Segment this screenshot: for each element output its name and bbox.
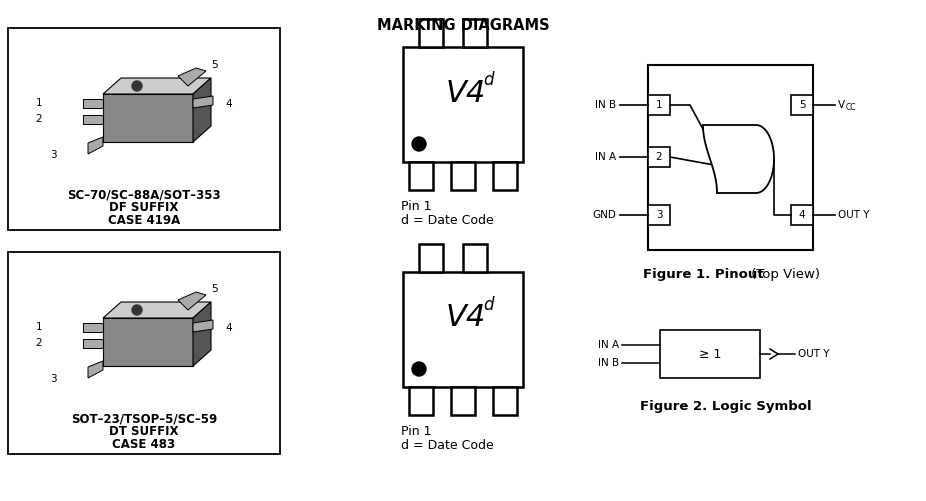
- Text: 5: 5: [799, 100, 806, 110]
- FancyBboxPatch shape: [419, 19, 443, 47]
- FancyBboxPatch shape: [451, 387, 475, 415]
- Text: V: V: [838, 100, 845, 110]
- Text: 2: 2: [35, 338, 42, 348]
- Text: d: d: [482, 71, 494, 89]
- Polygon shape: [193, 320, 213, 332]
- Polygon shape: [103, 94, 193, 142]
- Text: V4: V4: [446, 304, 486, 333]
- Text: 4: 4: [799, 210, 806, 220]
- Polygon shape: [83, 99, 103, 108]
- Text: ≥ 1: ≥ 1: [699, 348, 721, 361]
- FancyBboxPatch shape: [409, 162, 433, 190]
- Text: IN B: IN B: [594, 100, 616, 110]
- Polygon shape: [103, 302, 211, 318]
- Polygon shape: [178, 292, 206, 310]
- Text: CC: CC: [846, 103, 857, 112]
- Text: (Top View): (Top View): [747, 268, 820, 281]
- Text: DF SUFFIX: DF SUFFIX: [109, 201, 179, 214]
- Text: OUT Y: OUT Y: [798, 349, 830, 359]
- Text: 1: 1: [35, 98, 42, 108]
- Text: d = Date Code: d = Date Code: [401, 439, 494, 452]
- FancyBboxPatch shape: [8, 28, 280, 230]
- Text: 3: 3: [50, 374, 56, 384]
- Text: SOT–23/TSOP–5/SC–59: SOT–23/TSOP–5/SC–59: [71, 412, 217, 425]
- FancyBboxPatch shape: [403, 272, 523, 387]
- Text: 4: 4: [225, 323, 232, 333]
- Text: Pin 1: Pin 1: [401, 200, 432, 213]
- Circle shape: [412, 137, 426, 151]
- Text: MARKING DIAGRAMS: MARKING DIAGRAMS: [377, 18, 549, 33]
- Polygon shape: [83, 115, 103, 124]
- Polygon shape: [83, 339, 103, 348]
- FancyBboxPatch shape: [648, 65, 813, 250]
- Polygon shape: [83, 323, 103, 332]
- Text: 3: 3: [50, 150, 56, 160]
- Text: 2: 2: [35, 114, 42, 124]
- Polygon shape: [193, 96, 213, 108]
- Text: V4: V4: [446, 79, 486, 108]
- FancyBboxPatch shape: [791, 205, 813, 225]
- Text: 5: 5: [212, 284, 219, 294]
- Text: IN A: IN A: [598, 340, 619, 350]
- Text: Pin 1: Pin 1: [401, 425, 432, 438]
- Polygon shape: [103, 78, 211, 94]
- FancyBboxPatch shape: [403, 47, 523, 162]
- FancyBboxPatch shape: [8, 252, 280, 454]
- FancyBboxPatch shape: [451, 162, 475, 190]
- Text: CASE 419A: CASE 419A: [107, 214, 181, 227]
- Circle shape: [412, 362, 426, 376]
- Text: 2: 2: [656, 152, 662, 162]
- Text: OUT Y: OUT Y: [838, 210, 870, 220]
- Text: 5: 5: [212, 60, 219, 70]
- Polygon shape: [178, 68, 206, 86]
- Text: DT SUFFIX: DT SUFFIX: [109, 425, 179, 438]
- FancyBboxPatch shape: [463, 244, 487, 272]
- Text: 3: 3: [656, 210, 662, 220]
- Text: d = Date Code: d = Date Code: [401, 214, 494, 227]
- Text: IN B: IN B: [598, 358, 619, 368]
- FancyBboxPatch shape: [419, 244, 443, 272]
- Text: d: d: [482, 296, 494, 314]
- Text: IN A: IN A: [594, 152, 616, 162]
- Text: 1: 1: [35, 322, 42, 332]
- Text: CASE 483: CASE 483: [112, 438, 176, 451]
- Polygon shape: [103, 318, 193, 366]
- FancyBboxPatch shape: [648, 95, 670, 115]
- Circle shape: [132, 305, 142, 315]
- Text: GND: GND: [592, 210, 616, 220]
- Polygon shape: [703, 125, 774, 193]
- Polygon shape: [193, 78, 211, 142]
- Text: 1: 1: [656, 100, 662, 110]
- Text: SC–70/SC–88A/SOT–353: SC–70/SC–88A/SOT–353: [68, 188, 220, 201]
- FancyBboxPatch shape: [660, 330, 760, 378]
- Circle shape: [132, 81, 142, 91]
- Polygon shape: [88, 361, 103, 378]
- FancyBboxPatch shape: [463, 19, 487, 47]
- Text: Figure 1. Pinout: Figure 1. Pinout: [643, 268, 764, 281]
- Text: Figure 2. Logic Symbol: Figure 2. Logic Symbol: [640, 400, 811, 413]
- Polygon shape: [88, 137, 103, 154]
- FancyBboxPatch shape: [493, 162, 517, 190]
- FancyBboxPatch shape: [409, 387, 433, 415]
- FancyBboxPatch shape: [791, 95, 813, 115]
- FancyBboxPatch shape: [648, 205, 670, 225]
- Text: 4: 4: [225, 99, 232, 109]
- Polygon shape: [193, 302, 211, 366]
- FancyBboxPatch shape: [648, 147, 670, 167]
- FancyBboxPatch shape: [493, 387, 517, 415]
